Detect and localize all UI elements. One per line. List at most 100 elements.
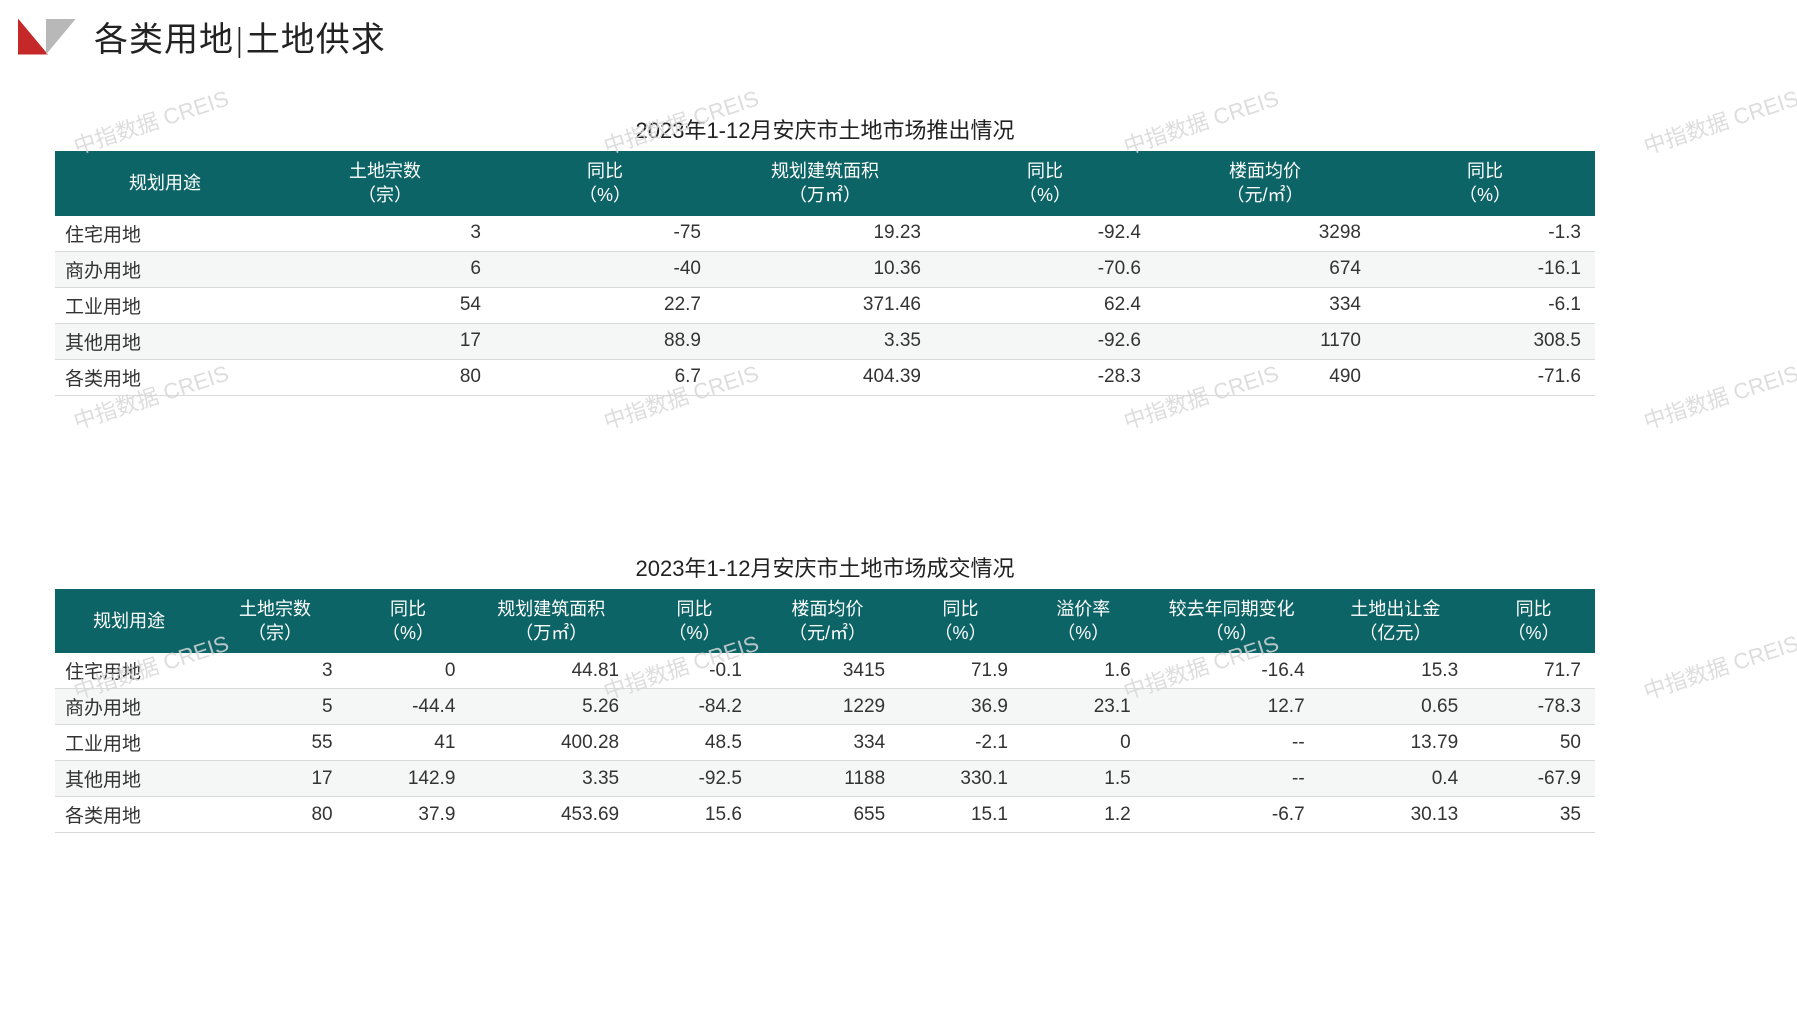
data-cell: -75 <box>495 215 715 252</box>
table-row: 商办用地6-4010.36-70.6674-16.1 <box>55 251 1595 287</box>
column-header: 同比（%） <box>633 590 756 653</box>
data-cell: 80 <box>275 359 495 395</box>
table-row: 工业用地5422.7371.4662.4334-6.1 <box>55 287 1595 323</box>
column-header: 同比（%） <box>1375 152 1595 215</box>
data-cell: 1170 <box>1155 323 1375 359</box>
data-cell: 15.3 <box>1319 652 1472 689</box>
data-cell: 308.5 <box>1375 323 1595 359</box>
table-row: 其他用地17142.93.35-92.51188330.11.5--0.4-67… <box>55 761 1595 797</box>
row-label: 各类用地 <box>55 359 275 395</box>
data-cell: 50 <box>1472 725 1595 761</box>
row-label: 商办用地 <box>55 689 203 725</box>
data-cell: 80 <box>203 797 346 833</box>
data-cell: 54 <box>275 287 495 323</box>
data-cell: 17 <box>203 761 346 797</box>
data-cell: 15.1 <box>899 797 1022 833</box>
data-cell: 22.7 <box>495 287 715 323</box>
data-cell: 23.1 <box>1022 689 1145 725</box>
table-row: 商办用地5-44.45.26-84.2122936.923.112.70.65-… <box>55 689 1595 725</box>
land-supply-table: 规划用途土地宗数（宗）同比（%）规划建筑面积（万㎡）同比（%）楼面均价（元/㎡）… <box>55 151 1595 396</box>
data-cell: 6.7 <box>495 359 715 395</box>
row-label: 住宅用地 <box>55 652 203 689</box>
data-cell: 0.4 <box>1319 761 1472 797</box>
data-cell: -84.2 <box>633 689 756 725</box>
data-cell: 3415 <box>756 652 899 689</box>
column-header: 土地出让金（亿元） <box>1319 590 1472 653</box>
data-cell: -2.1 <box>899 725 1022 761</box>
data-cell: 41 <box>347 725 470 761</box>
page-title: 各类用地|土地供求 <box>94 12 386 61</box>
data-cell: 44.81 <box>469 652 633 689</box>
table2-title: 2023年1-12月安庆市土地市场成交情况 <box>55 551 1595 583</box>
data-cell: 655 <box>756 797 899 833</box>
column-header: 同比（%） <box>1472 590 1595 653</box>
logo-red-triangle <box>18 19 48 55</box>
data-cell: 37.9 <box>347 797 470 833</box>
logo-icon <box>18 19 76 55</box>
data-cell: 36.9 <box>899 689 1022 725</box>
data-cell: 19.23 <box>715 215 935 252</box>
column-header: 规划建筑面积（万㎡） <box>469 590 633 653</box>
data-cell: 371.46 <box>715 287 935 323</box>
table1-title: 2023年1-12月安庆市土地市场推出情况 <box>55 113 1595 145</box>
row-label: 工业用地 <box>55 287 275 323</box>
row-label: 商办用地 <box>55 251 275 287</box>
data-cell: -6.1 <box>1375 287 1595 323</box>
data-cell: -70.6 <box>935 251 1155 287</box>
data-cell: 334 <box>1155 287 1375 323</box>
data-cell: 400.28 <box>469 725 633 761</box>
data-cell: 1.6 <box>1022 652 1145 689</box>
data-cell: -78.3 <box>1472 689 1595 725</box>
row-label: 各类用地 <box>55 797 203 833</box>
title-part1: 各类用地 <box>94 22 234 59</box>
watermark-text: 中指数据 CREIS <box>1639 626 1797 706</box>
page-header: 各类用地|土地供求 <box>0 0 1797 73</box>
column-header: 溢价率（%） <box>1022 590 1145 653</box>
row-label: 其他用地 <box>55 323 275 359</box>
table-row: 工业用地5541400.2848.5334-2.10--13.7950 <box>55 725 1595 761</box>
data-cell: 48.5 <box>633 725 756 761</box>
row-label: 工业用地 <box>55 725 203 761</box>
data-cell: 330.1 <box>899 761 1022 797</box>
title-separator: | <box>236 22 244 59</box>
data-cell: 13.79 <box>1319 725 1472 761</box>
table-row: 其他用地1788.93.35-92.61170308.5 <box>55 323 1595 359</box>
data-cell: 3 <box>203 652 346 689</box>
data-cell: -44.4 <box>347 689 470 725</box>
data-cell: 71.7 <box>1472 652 1595 689</box>
data-cell: 453.69 <box>469 797 633 833</box>
data-cell: -92.4 <box>935 215 1155 252</box>
data-cell: 12.7 <box>1145 689 1319 725</box>
data-cell: 142.9 <box>347 761 470 797</box>
table-row: 住宅用地3-7519.23-92.43298-1.3 <box>55 215 1595 252</box>
data-cell: 5.26 <box>469 689 633 725</box>
column-header: 楼面均价（元/㎡） <box>756 590 899 653</box>
data-cell: 5 <box>203 689 346 725</box>
data-cell: -16.1 <box>1375 251 1595 287</box>
column-header: 同比（%） <box>935 152 1155 215</box>
table2-header-row: 规划用途土地宗数（宗）同比（%）规划建筑面积（万㎡）同比（%）楼面均价（元/㎡）… <box>55 590 1595 653</box>
table2-section: 2023年1-12月安庆市土地市场成交情况 规划用途土地宗数（宗）同比（%）规划… <box>55 551 1595 834</box>
column-header: 同比（%） <box>347 590 470 653</box>
data-cell: 17 <box>275 323 495 359</box>
column-header: 规划建筑面积（万㎡） <box>715 152 935 215</box>
data-cell: 1229 <box>756 689 899 725</box>
data-cell: 1188 <box>756 761 899 797</box>
data-cell: -40 <box>495 251 715 287</box>
column-header: 较去年同期变化（%） <box>1145 590 1319 653</box>
column-header: 楼面均价（元/㎡） <box>1155 152 1375 215</box>
data-cell: -- <box>1145 725 1319 761</box>
data-cell: 3298 <box>1155 215 1375 252</box>
data-cell: -71.6 <box>1375 359 1595 395</box>
table-row: 各类用地8037.9453.6915.665515.11.2-6.730.133… <box>55 797 1595 833</box>
data-cell: -0.1 <box>633 652 756 689</box>
data-cell: 3.35 <box>715 323 935 359</box>
data-cell: 62.4 <box>935 287 1155 323</box>
data-cell: 1.2 <box>1022 797 1145 833</box>
data-cell: 490 <box>1155 359 1375 395</box>
table-row: 住宅用地3044.81-0.1341571.91.6-16.415.371.7 <box>55 652 1595 689</box>
row-label: 住宅用地 <box>55 215 275 252</box>
data-cell: -67.9 <box>1472 761 1595 797</box>
column-header: 同比（%） <box>899 590 1022 653</box>
data-cell: -6.7 <box>1145 797 1319 833</box>
